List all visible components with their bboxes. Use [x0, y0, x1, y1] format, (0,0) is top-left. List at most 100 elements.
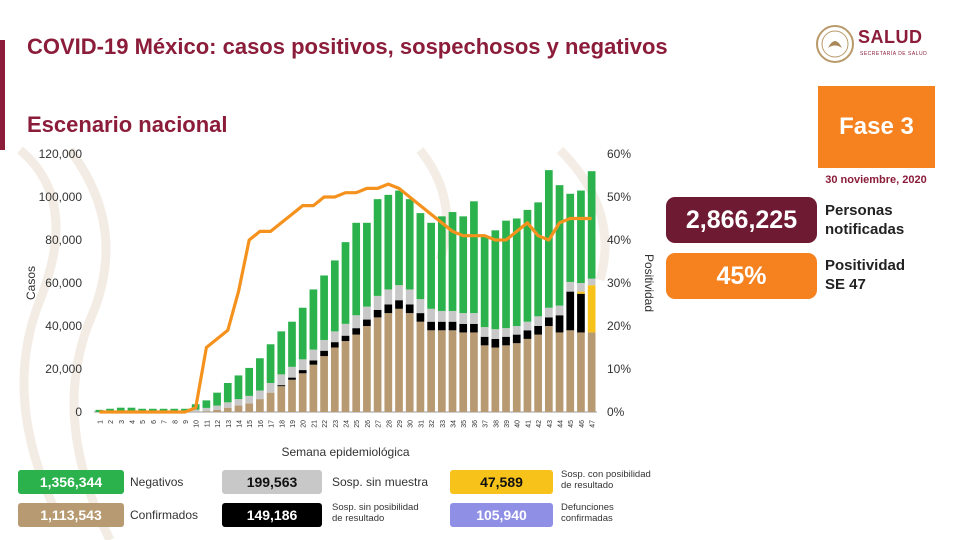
bar-segment: [555, 332, 564, 412]
bar-segment: [427, 321, 435, 331]
bar-segment: [512, 334, 521, 344]
legend-sosp-sin-muestra-value: 199,563: [222, 470, 322, 494]
bar-segment: [491, 338, 500, 348]
x-tick-label: 32: [429, 420, 436, 428]
bar-segment: [534, 202, 542, 317]
bar-segment: [277, 374, 286, 386]
legend-sosp-sin-muestra-label: Sosp. sin muestra: [332, 475, 429, 489]
bar-segment: [459, 332, 468, 412]
bar-segment: [288, 377, 296, 380]
y-tick-label: 60,000: [45, 276, 82, 290]
bar-segment: [202, 411, 211, 412]
bar-segment: [502, 328, 510, 337]
bar-segment: [437, 321, 446, 331]
logo-sub: SECRETARÍA DE SALUD: [860, 51, 928, 57]
x-tick-label: 42: [536, 420, 543, 428]
bar-segment: [405, 289, 414, 305]
bar-segment: [223, 402, 232, 408]
bar-segment: [416, 321, 425, 412]
x-tick-label: 23: [333, 420, 340, 428]
bar-segment: [277, 331, 286, 375]
page-subtitle: Escenario nacional: [27, 112, 228, 137]
bar-segment: [480, 336, 489, 346]
bar-segment: [395, 300, 403, 309]
bar-segment: [544, 307, 553, 318]
bar-segment: [587, 332, 596, 412]
x-tick-label: 5: [140, 420, 147, 424]
bar-segment: [566, 330, 575, 412]
y-tick-label: 120,000: [39, 147, 83, 161]
bar-segment: [256, 390, 264, 400]
legend-negativos-label: Negativos: [130, 475, 184, 489]
bar-segment: [470, 323, 478, 333]
bar-segment: [309, 364, 318, 412]
x-tick-label: 12: [215, 420, 222, 428]
bar-segment: [116, 407, 125, 412]
bar-segment: [149, 408, 157, 412]
bar-segment: [373, 309, 382, 318]
x-tick-label: 44: [558, 420, 565, 428]
bar-segment: [288, 379, 296, 412]
bar-segment: [384, 289, 393, 305]
bar-segment: [384, 313, 393, 412]
x-tick-label: 39: [504, 420, 511, 428]
bar-segment: [320, 350, 328, 357]
bar-segment: [234, 375, 243, 400]
x-tick-label: 9: [183, 420, 190, 424]
legend-sosp-sin-posibilidad-label: Sosp. sin posibilidad de resultado: [332, 502, 419, 524]
bar-segment: [352, 222, 361, 316]
bar-segment: [234, 399, 243, 406]
bar-segment: [459, 323, 468, 333]
legend-sosp-sin-posibilidad-value: 149,186: [222, 503, 322, 527]
x-tick-label: 1: [97, 420, 104, 424]
x-axis-label: Semana epidemiológica: [281, 445, 409, 459]
bar-segment: [384, 304, 393, 314]
y-tick-label: 80,000: [45, 233, 82, 247]
bar-segment: [491, 347, 500, 412]
x-tick-label: 36: [472, 420, 479, 428]
bar-segment: [373, 317, 382, 412]
bar-segment: [395, 308, 403, 412]
x-tick-label: 15: [247, 420, 254, 428]
bar-segment: [555, 305, 564, 316]
x-tick-label: 37: [483, 420, 490, 428]
bar-segment: [534, 326, 542, 335]
bar-segment: [309, 349, 318, 361]
bar-segment: [170, 408, 179, 412]
bar-segment: [363, 306, 371, 320]
bar-segment: [373, 295, 382, 310]
bar-segment: [330, 331, 339, 343]
y-tick-label: 40,000: [45, 319, 82, 333]
y-axis-label: Casos: [24, 266, 38, 300]
bar-segment: [448, 321, 457, 331]
bar-segment: [480, 327, 489, 337]
bar-segment: [159, 408, 168, 412]
page-title: COVID-19 México: casos positivos, sospec…: [27, 34, 668, 59]
bar-segment: [470, 313, 478, 324]
y2-tick-label: 20%: [607, 319, 631, 333]
bar-segment: [202, 400, 211, 408]
bar-segment: [512, 343, 521, 412]
bar-segment: [470, 201, 478, 314]
accent-bar: [0, 40, 5, 150]
bar-segment: [405, 199, 414, 290]
bar-segment: [395, 190, 403, 286]
bar-segment: [437, 330, 446, 412]
bar-segment: [298, 307, 307, 360]
x-tick-label: 25: [354, 420, 361, 428]
bar-segment: [587, 278, 596, 286]
bar-segment: [491, 230, 500, 330]
bar-segment: [459, 216, 468, 314]
y2-tick-label: 40%: [607, 233, 631, 247]
bar-segment: [256, 399, 264, 412]
bar-segment: [448, 310, 457, 322]
bar-segment: [523, 338, 532, 412]
x-tick-label: 34: [451, 420, 458, 428]
x-tick-label: 4: [129, 420, 136, 424]
bar-segment: [223, 382, 232, 403]
bar-segment: [245, 403, 254, 412]
y-tick-label: 20,000: [45, 362, 82, 376]
bar-segment: [341, 341, 350, 412]
bar-segment: [363, 222, 371, 307]
